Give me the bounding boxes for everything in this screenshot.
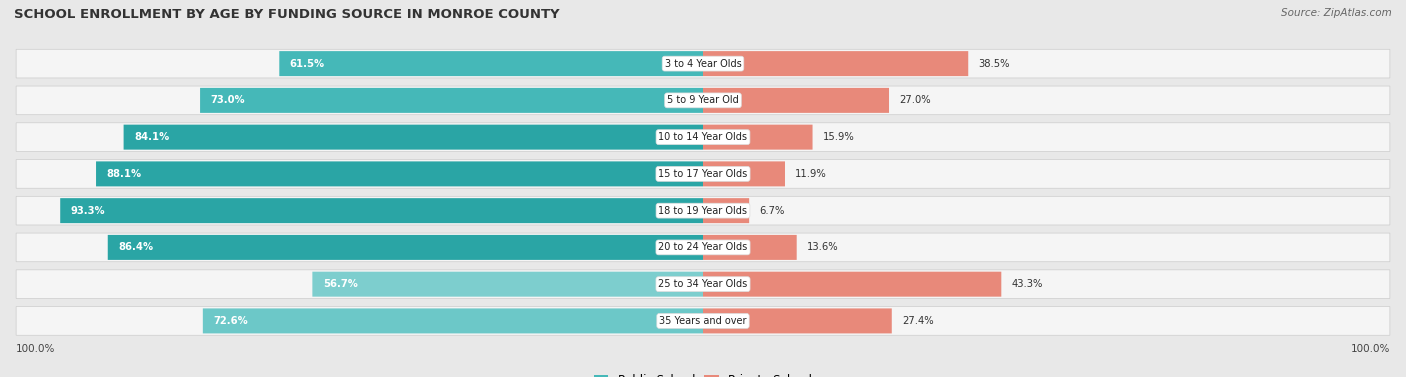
FancyBboxPatch shape — [202, 308, 703, 333]
Text: 15 to 17 Year Olds: 15 to 17 Year Olds — [658, 169, 748, 179]
FancyBboxPatch shape — [15, 86, 1391, 115]
Text: 27.0%: 27.0% — [900, 95, 931, 106]
Text: 43.3%: 43.3% — [1012, 279, 1043, 289]
Text: 10 to 14 Year Olds: 10 to 14 Year Olds — [658, 132, 748, 142]
FancyBboxPatch shape — [15, 233, 1391, 262]
Text: 100.0%: 100.0% — [15, 344, 55, 354]
Text: Source: ZipAtlas.com: Source: ZipAtlas.com — [1281, 8, 1392, 18]
FancyBboxPatch shape — [15, 49, 1391, 78]
FancyBboxPatch shape — [15, 159, 1391, 188]
FancyBboxPatch shape — [703, 272, 1001, 297]
FancyBboxPatch shape — [703, 235, 797, 260]
Text: 100.0%: 100.0% — [1351, 344, 1391, 354]
Text: 18 to 19 Year Olds: 18 to 19 Year Olds — [658, 205, 748, 216]
FancyBboxPatch shape — [15, 196, 1391, 225]
Text: 6.7%: 6.7% — [759, 205, 785, 216]
Text: 56.7%: 56.7% — [323, 279, 357, 289]
FancyBboxPatch shape — [15, 123, 1391, 152]
Text: 86.4%: 86.4% — [118, 242, 153, 253]
Text: 93.3%: 93.3% — [70, 205, 105, 216]
FancyBboxPatch shape — [312, 272, 703, 297]
FancyBboxPatch shape — [15, 270, 1391, 299]
Text: 5 to 9 Year Old: 5 to 9 Year Old — [666, 95, 740, 106]
FancyBboxPatch shape — [60, 198, 703, 223]
FancyBboxPatch shape — [280, 51, 703, 76]
Text: 84.1%: 84.1% — [134, 132, 169, 142]
FancyBboxPatch shape — [703, 51, 969, 76]
Text: 72.6%: 72.6% — [214, 316, 247, 326]
Text: 11.9%: 11.9% — [796, 169, 827, 179]
Text: 3 to 4 Year Olds: 3 to 4 Year Olds — [665, 58, 741, 69]
Text: 73.0%: 73.0% — [211, 95, 245, 106]
FancyBboxPatch shape — [96, 161, 703, 186]
Text: 88.1%: 88.1% — [107, 169, 142, 179]
Text: 35 Years and over: 35 Years and over — [659, 316, 747, 326]
FancyBboxPatch shape — [703, 198, 749, 223]
FancyBboxPatch shape — [703, 125, 813, 150]
FancyBboxPatch shape — [108, 235, 703, 260]
Text: 27.4%: 27.4% — [903, 316, 934, 326]
FancyBboxPatch shape — [15, 307, 1391, 335]
Text: 38.5%: 38.5% — [979, 58, 1010, 69]
FancyBboxPatch shape — [200, 88, 703, 113]
FancyBboxPatch shape — [703, 308, 891, 333]
FancyBboxPatch shape — [124, 125, 703, 150]
Text: 61.5%: 61.5% — [290, 58, 325, 69]
Text: 15.9%: 15.9% — [823, 132, 855, 142]
Text: 20 to 24 Year Olds: 20 to 24 Year Olds — [658, 242, 748, 253]
FancyBboxPatch shape — [703, 88, 889, 113]
Legend: Public School, Private School: Public School, Private School — [589, 370, 817, 377]
Text: SCHOOL ENROLLMENT BY AGE BY FUNDING SOURCE IN MONROE COUNTY: SCHOOL ENROLLMENT BY AGE BY FUNDING SOUR… — [14, 8, 560, 20]
Text: 25 to 34 Year Olds: 25 to 34 Year Olds — [658, 279, 748, 289]
FancyBboxPatch shape — [703, 161, 785, 186]
Text: 13.6%: 13.6% — [807, 242, 838, 253]
